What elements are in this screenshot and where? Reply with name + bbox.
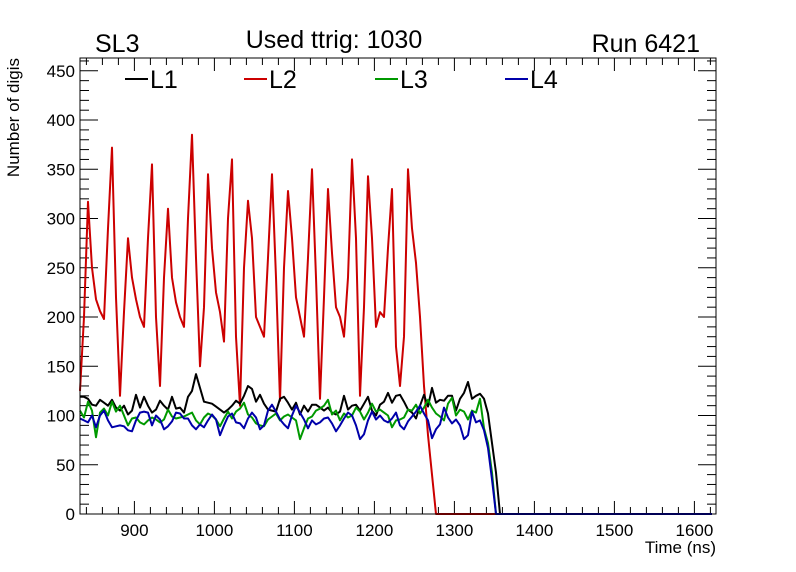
y-tick-label: 150 [47,357,75,376]
x-tick-label: 1500 [595,521,633,540]
chart-title-left: SL3 [95,30,139,58]
y-tick-label: 450 [47,62,75,81]
plot-frame [79,57,717,515]
legend-label-l3: L3 [400,66,428,94]
chart-title-right: Run 6421 [592,30,700,58]
y-tick-label: 350 [47,160,75,179]
x-tick-label: 1000 [195,521,233,540]
y-tick-label: 100 [47,407,75,426]
x-tick-label: 1600 [675,521,713,540]
x-tick-label: 900 [120,521,148,540]
x-tick-label: 1300 [435,521,473,540]
y-tick-label: 300 [47,210,75,229]
legend-label-l1: L1 [150,66,178,94]
x-axis-label: Time (ns) [645,538,716,557]
y-tick-label: 400 [47,111,75,130]
y-tick-label: 250 [47,259,75,278]
y-tick-label: 50 [56,456,75,475]
legend-label-l2: L2 [269,66,297,94]
x-tick-label: 1100 [276,521,313,540]
chart-title: Used ttrig: 1030 [246,26,423,54]
x-tick-label: 1200 [355,521,393,540]
y-tick-label: 0 [66,505,75,524]
legend: L1 L2 L3 L4 [125,66,558,94]
legend-label-l4: L4 [530,66,558,94]
x-tick-label: 1400 [515,521,553,540]
y-tick-label: 200 [47,308,75,327]
y-axis-label: Number of digis [4,58,23,177]
